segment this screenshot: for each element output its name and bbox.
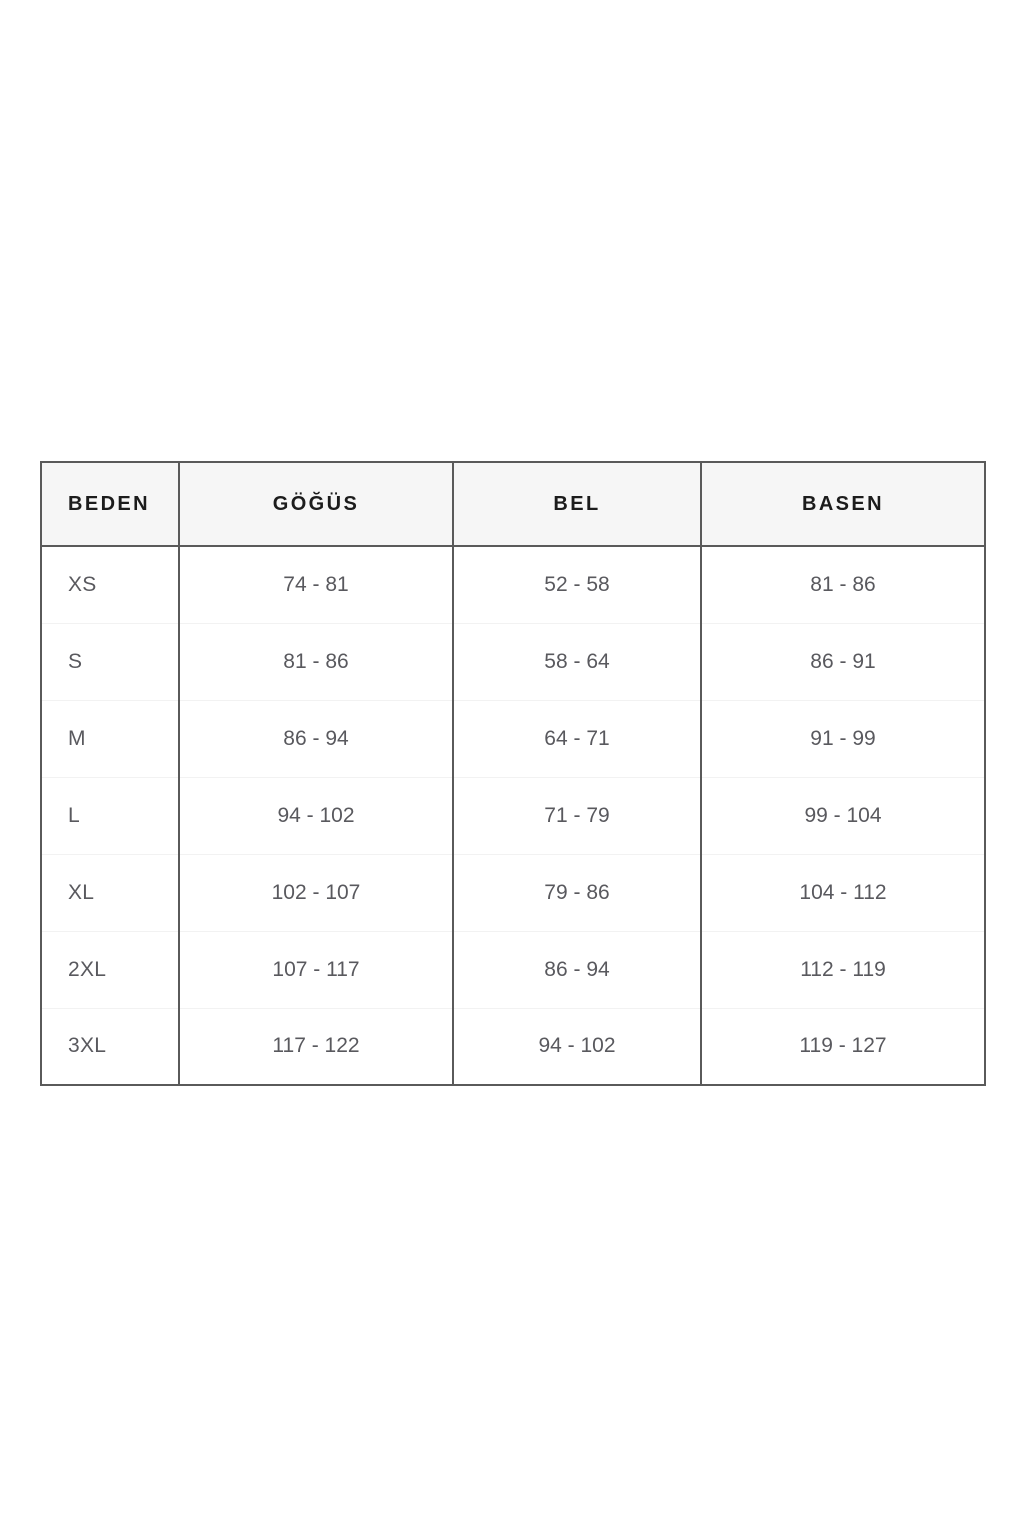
cell-gogus: 117 - 122: [179, 1008, 454, 1085]
cell-basen: 81 - 86: [701, 546, 985, 624]
cell-bel: 94 - 102: [453, 1008, 702, 1085]
cell-beden: XS: [41, 546, 180, 624]
cell-beden: L: [41, 777, 180, 855]
table-row: 3XL 117 - 122 94 - 102 119 - 127: [41, 1008, 985, 1085]
size-chart-table: BEDEN GÖĞÜS BEL BASEN XS 74 - 81 52 - 58…: [40, 461, 986, 1086]
cell-beden: S: [41, 623, 180, 701]
cell-bel: 52 - 58: [453, 546, 702, 624]
cell-beden: XL: [41, 854, 180, 932]
table-header-row: BEDEN GÖĞÜS BEL BASEN: [41, 462, 985, 547]
cell-basen: 119 - 127: [701, 1008, 985, 1085]
cell-bel: 86 - 94: [453, 931, 702, 1009]
column-header-gogus: GÖĞÜS: [179, 462, 454, 547]
cell-gogus: 94 - 102: [179, 777, 454, 855]
column-header-basen: BASEN: [701, 462, 985, 547]
table-header: BEDEN GÖĞÜS BEL BASEN: [41, 462, 985, 547]
table-row: M 86 - 94 64 - 71 91 - 99: [41, 700, 985, 778]
table-row: 2XL 107 - 117 86 - 94 112 - 119: [41, 931, 985, 1009]
cell-bel: 71 - 79: [453, 777, 702, 855]
cell-basen: 99 - 104: [701, 777, 985, 855]
cell-gogus: 107 - 117: [179, 931, 454, 1009]
table-row: L 94 - 102 71 - 79 99 - 104: [41, 777, 985, 855]
cell-basen: 112 - 119: [701, 931, 985, 1009]
cell-gogus: 86 - 94: [179, 700, 454, 778]
cell-beden: 3XL: [41, 1008, 180, 1085]
cell-beden: 2XL: [41, 931, 180, 1009]
cell-beden: M: [41, 700, 180, 778]
cell-basen: 86 - 91: [701, 623, 985, 701]
cell-bel: 58 - 64: [453, 623, 702, 701]
cell-basen: 91 - 99: [701, 700, 985, 778]
cell-gogus: 102 - 107: [179, 854, 454, 932]
cell-basen: 104 - 112: [701, 854, 985, 932]
table-row: XL 102 - 107 79 - 86 104 - 112: [41, 854, 985, 932]
table-row: XS 74 - 81 52 - 58 81 - 86: [41, 546, 985, 624]
cell-bel: 64 - 71: [453, 700, 702, 778]
column-header-beden: BEDEN: [41, 462, 180, 547]
table-body: XS 74 - 81 52 - 58 81 - 86 S 81 - 86 58 …: [41, 546, 985, 1085]
column-header-bel: BEL: [453, 462, 702, 547]
table-row: S 81 - 86 58 - 64 86 - 91: [41, 623, 985, 701]
cell-gogus: 74 - 81: [179, 546, 454, 624]
cell-bel: 79 - 86: [453, 854, 702, 932]
size-chart-container: BEDEN GÖĞÜS BEL BASEN XS 74 - 81 52 - 58…: [40, 461, 986, 1086]
cell-gogus: 81 - 86: [179, 623, 454, 701]
